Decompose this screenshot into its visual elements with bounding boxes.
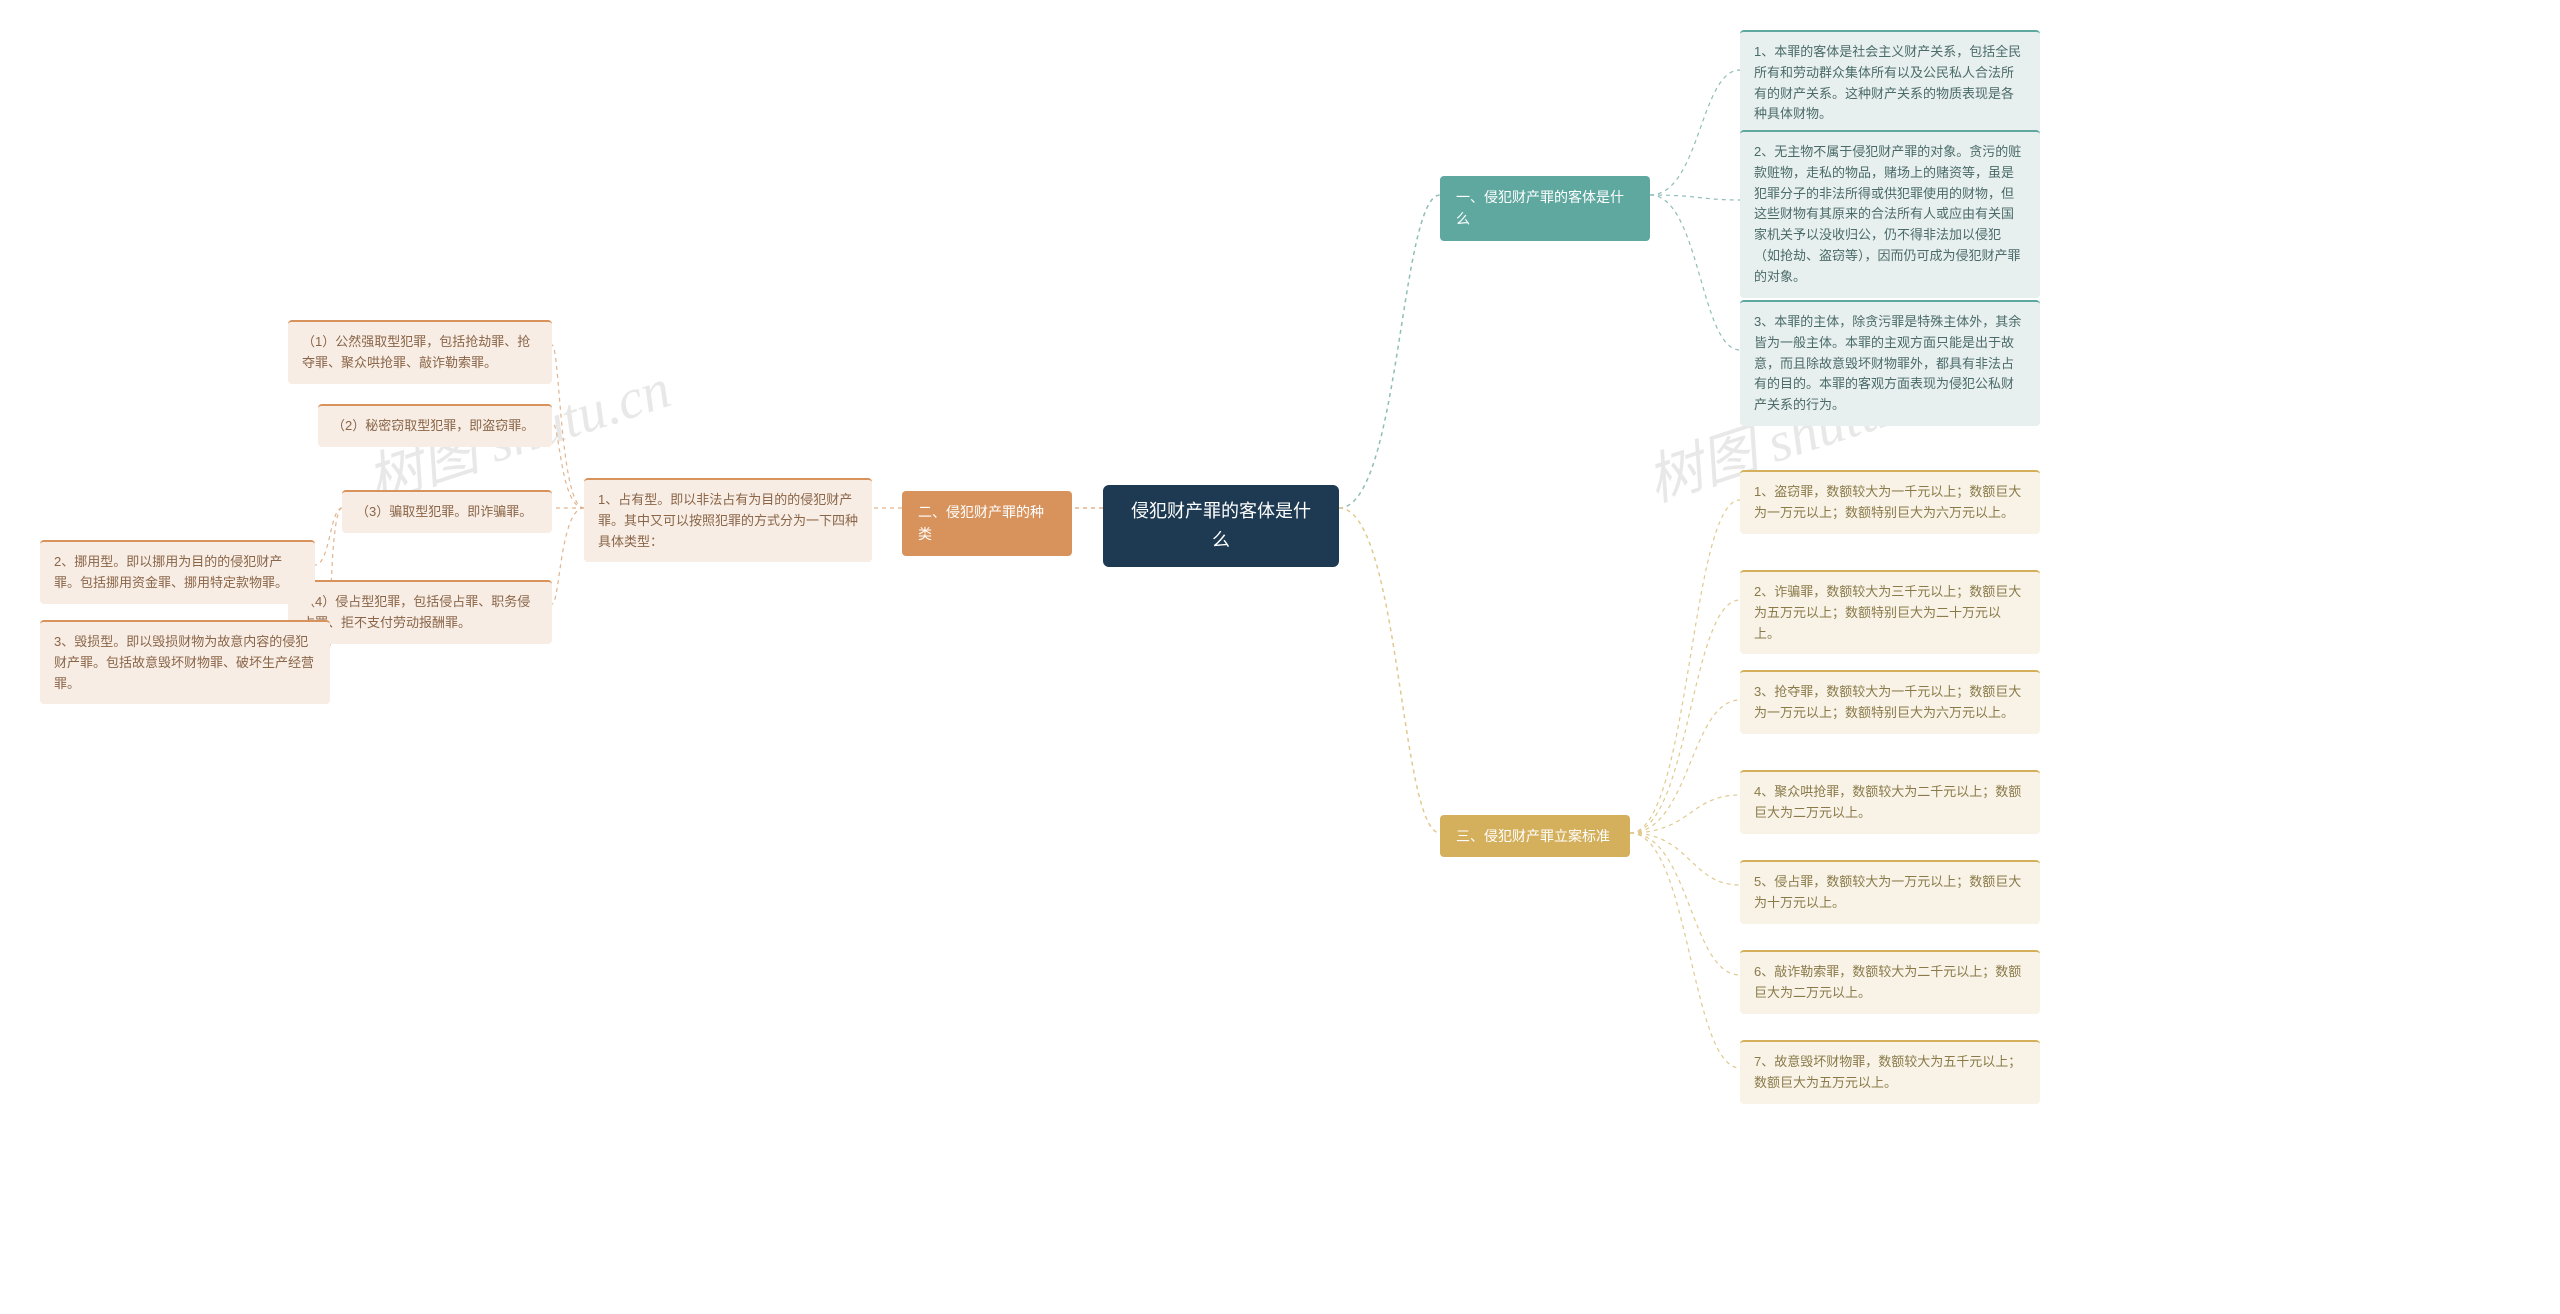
leaf-b3-7: 7、故意毁坏财物罪，数额较大为五千元以上；数额巨大为五万元以上。 — [1740, 1040, 2040, 1104]
root-node[interactable]: 侵犯财产罪的客体是什么 — [1103, 485, 1339, 567]
leaf-b1-2: 2、无主物不属于侵犯财产罪的对象。贪污的赃款赃物，走私的物品，赌场上的赌资等，虽… — [1740, 130, 2040, 298]
leaf-b3-6: 6、敲诈勒索罪，数额较大为二千元以上；数额巨大为二万元以上。 — [1740, 950, 2040, 1014]
leaf-b1-1: 1、本罪的客体是社会主义财产关系，包括全民所有和劳动群众集体所有以及公民私人合法… — [1740, 30, 2040, 135]
branch-1[interactable]: 一、侵犯财产罪的客体是什么 — [1440, 176, 1650, 241]
leaf-b3-3: 3、抢夺罪，数额较大为一千元以上；数额巨大为一万元以上；数额特别巨大为六万元以上… — [1740, 670, 2040, 734]
branch-2[interactable]: 二、侵犯财产罪的种类 — [902, 491, 1072, 556]
leaf-b2-1-3: （3）骗取型犯罪。即诈骗罪。 — [342, 490, 552, 533]
leaf-b2-1-2: （2）秘密窃取型犯罪，即盗窃罪。 — [318, 404, 552, 447]
leaf-b3-2: 2、诈骗罪，数额较大为三千元以上；数额巨大为五万元以上；数额特别巨大为二十万元以… — [1740, 570, 2040, 654]
leaf-b3-4: 4、聚众哄抢罪，数额较大为二千元以上；数额巨大为二万元以上。 — [1740, 770, 2040, 834]
connectors-svg — [0, 0, 2560, 1314]
leaf-b2-1-1: （1）公然强取型犯罪，包括抢劫罪、抢夺罪、聚众哄抢罪、敲诈勒索罪。 — [288, 320, 552, 384]
leaf-b3-1: 1、盗窃罪，数额较大为一千元以上；数额巨大为一万元以上；数额特别巨大为六万元以上… — [1740, 470, 2040, 534]
leaf-b3-5: 5、侵占罪，数额较大为一万元以上；数额巨大为十万元以上。 — [1740, 860, 2040, 924]
leaf-b2-1: 1、占有型。即以非法占有为目的的侵犯财产罪。其中又可以按照犯罪的方式分为一下四种… — [584, 478, 872, 562]
leaf-b2-2: 2、挪用型。即以挪用为目的的侵犯财产罪。包括挪用资金罪、挪用特定款物罪。 — [40, 540, 315, 604]
leaf-b1-3: 3、本罪的主体，除贪污罪是特殊主体外，其余皆为一般主体。本罪的主观方面只能是出于… — [1740, 300, 2040, 426]
leaf-b2-3: 3、毁损型。即以毁损财物为故意内容的侵犯财产罪。包括故意毁坏财物罪、破坏生产经营… — [40, 620, 330, 704]
branch-3[interactable]: 三、侵犯财产罪立案标准 — [1440, 815, 1630, 857]
